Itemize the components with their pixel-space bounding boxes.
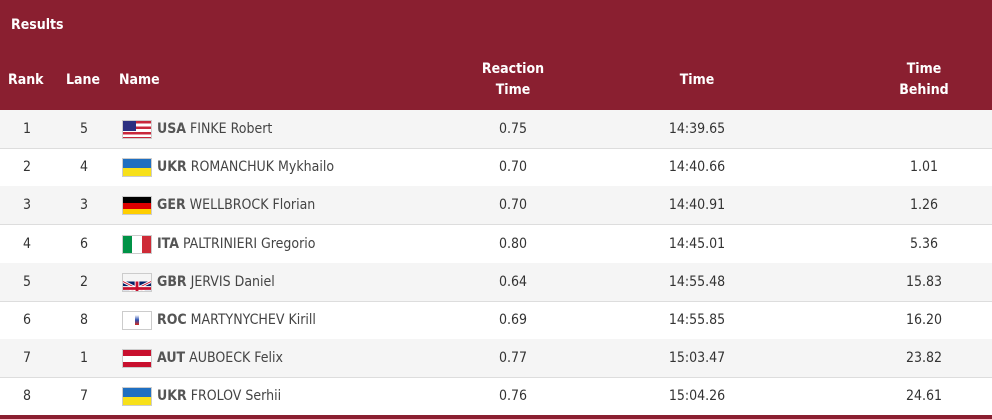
reaction-time: 0.69 bbox=[498, 312, 528, 328]
table-row: 3 3 GER WELLBROCK Florian 0.70 14:40.91 … bbox=[0, 186, 992, 226]
roc-flag-icon bbox=[122, 311, 152, 330]
aut-flag-icon bbox=[122, 349, 152, 369]
ger-flag-icon bbox=[122, 196, 152, 216]
noc-code: USA bbox=[157, 121, 187, 137]
reaction-time: 0.76 bbox=[498, 388, 528, 405]
athlete-name[interactable]: USA FINKE Robert bbox=[157, 110, 272, 148]
athlete: JERVIS Daniel bbox=[190, 273, 275, 290]
noc-code: UKR bbox=[157, 159, 187, 176]
time-behind: 15.83 bbox=[905, 273, 943, 290]
rank: 8 bbox=[22, 388, 31, 405]
noc-code: GER bbox=[157, 197, 186, 214]
athlete: WELLBROCK Florian bbox=[189, 197, 316, 214]
col-name: Name bbox=[119, 72, 160, 88]
lane: 7 bbox=[79, 388, 88, 405]
rank: 7 bbox=[22, 350, 31, 367]
rank: 6 bbox=[22, 312, 31, 328]
athlete-name[interactable]: AUT AUBOECK Felix bbox=[157, 339, 283, 377]
noc-code: ITA bbox=[157, 235, 179, 252]
time: 14:45.01 bbox=[668, 235, 726, 252]
results-title: Results bbox=[11, 17, 64, 33]
athlete-name[interactable]: ROC MARTYNYCHEV Kirill bbox=[157, 301, 316, 339]
athlete: FINKE Robert bbox=[190, 121, 273, 137]
col-reaction-line1: Reaction bbox=[481, 61, 545, 77]
time: 14:40.91 bbox=[668, 197, 726, 214]
rank: 5 bbox=[22, 273, 31, 290]
table-row: 5 2 GBR JERVIS Daniel 0.64 14:55.48 15.8… bbox=[0, 262, 992, 302]
rank: 2 bbox=[22, 159, 31, 176]
col-behind-line1: Time bbox=[906, 61, 942, 77]
table-row: 7 1 AUT AUBOECK Felix 0.77 15:03.47 23.8… bbox=[0, 339, 992, 379]
time: 14:55.48 bbox=[668, 273, 726, 290]
table-row: 4 6 ITA PALTRINIERI Gregorio 0.80 14:45.… bbox=[0, 225, 992, 264]
time: 15:04.26 bbox=[668, 388, 726, 405]
noc-code: UKR bbox=[157, 388, 187, 405]
athlete-name[interactable]: ITA PALTRINIERI Gregorio bbox=[157, 225, 316, 263]
athlete-name[interactable]: GBR JERVIS Daniel bbox=[157, 263, 275, 301]
table-row: 1 5 USA FINKE Robert 0.75 14:39.65 bbox=[0, 110, 992, 149]
lane: 6 bbox=[79, 235, 88, 252]
usa-flag-icon bbox=[122, 120, 152, 139]
col-lane: Lane bbox=[66, 72, 101, 88]
table-row: 8 7 UKR FROLOV Serhii 0.76 15:04.26 24.6… bbox=[0, 377, 992, 417]
ita-flag-icon bbox=[122, 234, 152, 254]
athlete: ROMANCHUK Mykhailo bbox=[190, 159, 335, 176]
rank: 3 bbox=[22, 197, 31, 214]
reaction-time: 0.70 bbox=[498, 159, 528, 176]
ukr-flag-icon bbox=[122, 387, 152, 407]
athlete-name[interactable]: UKR FROLOV Serhii bbox=[157, 377, 281, 415]
time-behind: 24.61 bbox=[905, 388, 943, 405]
bottom-border bbox=[0, 415, 992, 419]
reaction-time: 0.77 bbox=[498, 350, 528, 367]
rank: 4 bbox=[22, 235, 31, 252]
athlete: AUBOECK Felix bbox=[189, 350, 283, 367]
col-reaction-line2: Time bbox=[495, 82, 531, 98]
noc-code: ROC bbox=[157, 312, 187, 328]
table-row: 2 4 UKR ROMANCHUK Mykhailo 0.70 14:40.66… bbox=[0, 148, 992, 188]
ukr-flag-icon bbox=[122, 158, 152, 178]
time: 15:03.47 bbox=[668, 350, 726, 367]
col-behind-line2: Behind bbox=[899, 82, 949, 98]
time-behind: 1.01 bbox=[909, 159, 939, 176]
lane: 2 bbox=[79, 273, 88, 290]
time: 14:55.85 bbox=[668, 312, 726, 328]
time: 14:39.65 bbox=[668, 121, 726, 137]
reaction-time: 0.75 bbox=[498, 121, 528, 137]
reaction-time: 0.80 bbox=[498, 235, 528, 252]
col-reaction-time: Reaction Time bbox=[463, 59, 563, 101]
noc-code: AUT bbox=[157, 350, 186, 367]
noc-code: GBR bbox=[157, 273, 187, 290]
table-row: 6 8 ROC MARTYNYCHEV Kirill 0.69 14:55.85… bbox=[0, 301, 992, 340]
col-rank: Rank bbox=[8, 72, 44, 88]
time: 14:40.66 bbox=[668, 159, 726, 176]
athlete: PALTRINIERI Gregorio bbox=[182, 235, 316, 252]
lane: 8 bbox=[79, 312, 88, 328]
lane: 1 bbox=[79, 350, 88, 367]
rank: 1 bbox=[22, 121, 31, 137]
reaction-time: 0.64 bbox=[498, 273, 528, 290]
lane: 3 bbox=[79, 197, 88, 214]
gbr-flag-icon bbox=[122, 272, 152, 292]
time-behind: 23.82 bbox=[905, 350, 943, 367]
reaction-time: 0.70 bbox=[498, 197, 528, 214]
athlete-name[interactable]: UKR ROMANCHUK Mykhailo bbox=[157, 148, 334, 186]
time-behind: 1.26 bbox=[909, 197, 939, 214]
col-time-behind: Time Behind bbox=[874, 59, 974, 101]
athlete: MARTYNYCHEV Kirill bbox=[190, 312, 316, 328]
athlete: FROLOV Serhii bbox=[190, 388, 282, 405]
time-behind: 16.20 bbox=[905, 312, 943, 328]
col-time: Time bbox=[679, 72, 715, 88]
lane: 5 bbox=[79, 121, 88, 137]
athlete-name[interactable]: GER WELLBROCK Florian bbox=[157, 186, 315, 224]
lane: 4 bbox=[79, 159, 88, 176]
results-header: Results Rank Lane Name Reaction Time Time… bbox=[0, 0, 992, 110]
time-behind: 5.36 bbox=[909, 235, 939, 252]
